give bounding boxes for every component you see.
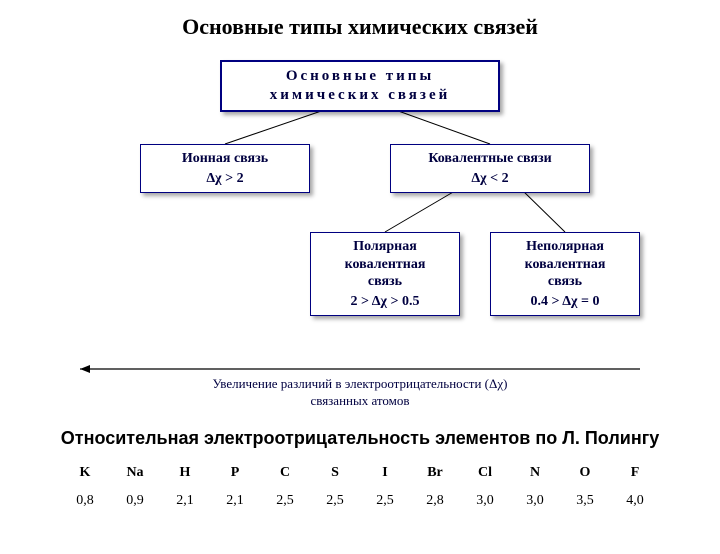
element-cell: Br (410, 459, 460, 487)
element-cell: N (510, 459, 560, 487)
value-cell: 3,0 (510, 487, 560, 515)
value-cell: 2,5 (360, 487, 410, 515)
electronegativity-table: KNaHPCSIBrClNOF 0,80,92,12,12,52,52,52,8… (60, 459, 660, 515)
node-polar: Полярная ковалентная связь 2 > Δχ > 0.5 (310, 232, 460, 316)
page-title: Основные типы химических связей (0, 14, 720, 40)
value-cell: 2,1 (160, 487, 210, 515)
polar-cond: 2 > Δχ > 0.5 (319, 293, 451, 311)
polar-l2: ковалентная (319, 256, 451, 274)
value-cell: 0,8 (60, 487, 110, 515)
root-line2: химических связей (270, 87, 451, 103)
element-cell: O (560, 459, 610, 487)
caption-line2: связанных атомов (310, 393, 409, 408)
node-covalent: Ковалентные связи Δχ < 2 (390, 144, 590, 193)
value-cell: 3,5 (560, 487, 610, 515)
value-cell: 2,5 (260, 487, 310, 515)
electronegativity-title: Относительная электроотрицательность эле… (0, 428, 720, 449)
value-cell: 0,9 (110, 487, 160, 515)
bond-types-diagram: Основные типы химических связей Ионная с… (70, 52, 650, 362)
covalent-label: Ковалентные связи (399, 150, 581, 168)
root-line1: Основные типы (286, 68, 434, 84)
polar-l3: связь (319, 273, 451, 291)
element-cell: F (610, 459, 660, 487)
polar-l1: Полярная (319, 238, 451, 256)
element-cell: I (360, 459, 410, 487)
element-cell: Cl (460, 459, 510, 487)
ionic-label: Ионная связь (149, 150, 301, 168)
element-cell: S (310, 459, 360, 487)
table-row-values: 0,80,92,12,12,52,52,52,83,03,03,54,0 (60, 487, 660, 515)
value-cell: 2,5 (310, 487, 360, 515)
element-cell: K (60, 459, 110, 487)
caption-line1: Увеличение различий в электроотрицательн… (213, 376, 508, 391)
ionic-cond: Δχ > 2 (149, 170, 301, 188)
arrow-icon (70, 363, 650, 375)
electronegativity-arrow: Увеличение различий в электроотрицательн… (70, 362, 650, 410)
nonpolar-l2: ковалентная (499, 256, 631, 274)
element-cell: C (260, 459, 310, 487)
value-cell: 3,0 (460, 487, 510, 515)
node-nonpolar: Неполярная ковалентная связь 0.4 > Δχ = … (490, 232, 640, 316)
nonpolar-cond: 0.4 > Δχ = 0 (499, 293, 631, 311)
arrow-caption: Увеличение различий в электроотрицательн… (70, 376, 650, 410)
covalent-cond: Δχ < 2 (399, 170, 581, 188)
table-row-elements: KNaHPCSIBrClNOF (60, 459, 660, 487)
node-root: Основные типы химических связей (220, 60, 500, 112)
nonpolar-l3: связь (499, 273, 631, 291)
value-cell: 2,1 (210, 487, 260, 515)
value-cell: 4,0 (610, 487, 660, 515)
element-cell: P (210, 459, 260, 487)
element-cell: H (160, 459, 210, 487)
nonpolar-l1: Неполярная (499, 238, 631, 256)
element-cell: Na (110, 459, 160, 487)
node-ionic: Ионная связь Δχ > 2 (140, 144, 310, 193)
value-cell: 2,8 (410, 487, 460, 515)
